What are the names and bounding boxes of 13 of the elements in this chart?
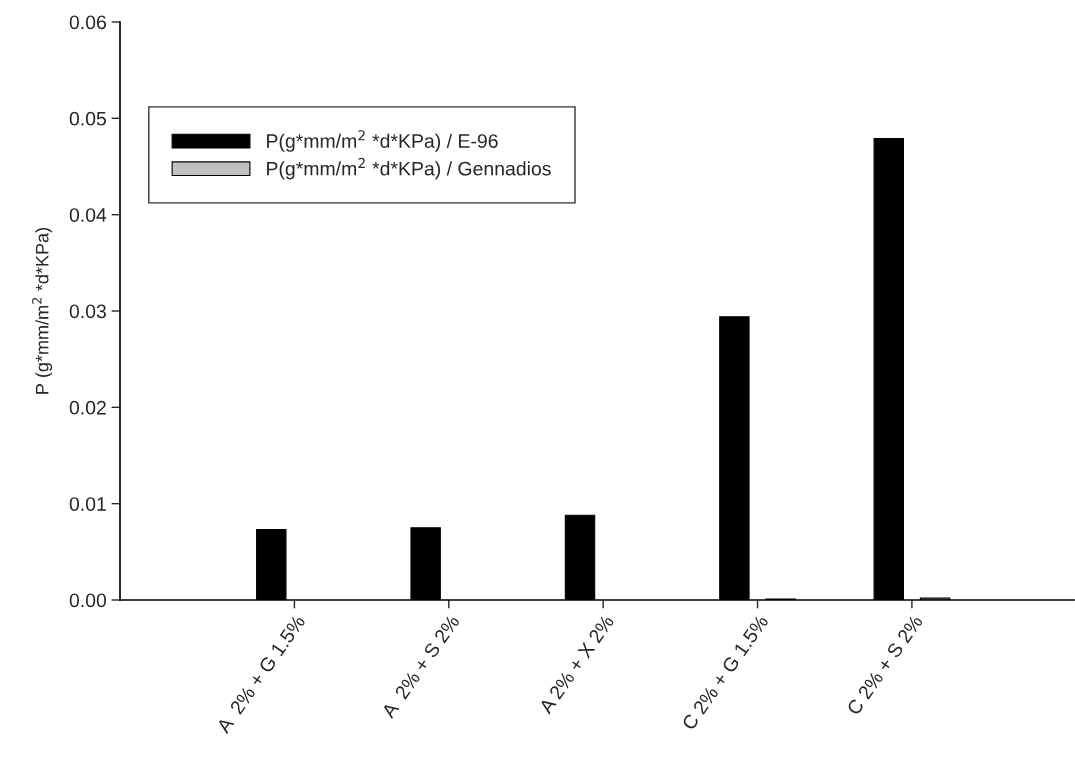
legend-label: P(g*mm/m$^{2}$ *d*KPa) / Gennadios: [267, 157, 551, 180]
y-tick-label: 0.06: [69, 15, 106, 30]
y-tick-label: 0.02: [69, 400, 106, 415]
x-tick-label: A 2% + S 2%: [380, 614, 461, 720]
y-tick-label: 0.04: [69, 208, 107, 222]
y-axis-title: P (g*mm/m$^{2}$ *d*KPa): [32, 228, 53, 394]
y-tick-label: 0.03: [69, 304, 106, 319]
y-tick-label: 0.05: [69, 111, 106, 126]
x-tick-label: A 2% + X 2%: [538, 614, 615, 715]
x-tick-label: C 2% + S 2%: [846, 614, 924, 716]
legend-label: P(g*mm/m$^{2}$ *d*KPa) / E-96: [267, 130, 498, 152]
y-tick-label: 0.00: [69, 593, 107, 608]
y-tick-label: 0.01: [69, 497, 106, 511]
